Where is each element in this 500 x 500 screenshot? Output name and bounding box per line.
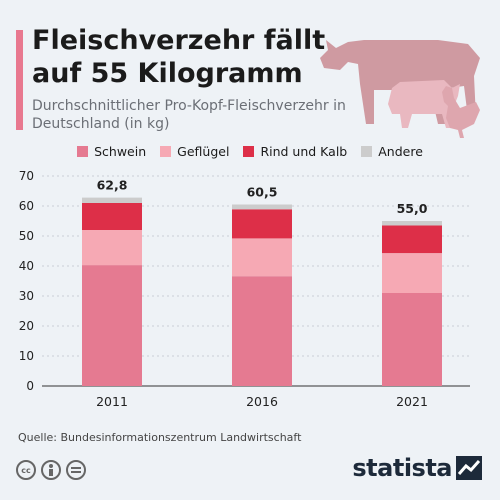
y-tick-label: 20 xyxy=(19,319,34,333)
legend-item-rind: Rind und Kalb xyxy=(243,144,347,159)
page-title: Fleischverzehr fällt auf 55 Kilogramm xyxy=(32,25,326,89)
legend-label-schwein: Schwein xyxy=(94,144,147,159)
title-accent-bar xyxy=(16,30,23,130)
bar-segment-rind-und-kalb xyxy=(382,225,442,254)
bar-total-label: 55,0 xyxy=(397,201,428,216)
x-tick-label: 2021 xyxy=(396,394,428,409)
nd-icon xyxy=(66,460,86,480)
legend-label-andere: Andere xyxy=(378,144,423,159)
y-tick-label: 70 xyxy=(19,169,34,183)
cc-icon: cc xyxy=(16,460,36,480)
legend-label-gefluegel: Geflügel xyxy=(177,144,230,159)
bar-segment-schwein xyxy=(232,276,292,386)
bar-segment-gefl-gel xyxy=(82,230,142,266)
bar-segment-schwein xyxy=(382,293,442,386)
legend-item-andere: Andere xyxy=(361,144,423,159)
y-tick-label: 30 xyxy=(19,289,34,303)
y-tick-label: 0 xyxy=(26,379,34,393)
y-tick-label: 50 xyxy=(19,229,34,243)
legend-swatch-schwein xyxy=(77,146,89,157)
bar-segment-andere xyxy=(82,197,142,203)
legend-item-gefluegel: Geflügel xyxy=(160,144,229,159)
y-tick-label: 40 xyxy=(19,259,34,273)
license-icons: cc xyxy=(16,460,86,480)
legend-swatch-andere xyxy=(361,146,373,157)
x-tick-label: 2011 xyxy=(96,394,128,409)
bar-total-label: 60,5 xyxy=(247,185,278,200)
legend-item-schwein: Schwein xyxy=(77,144,146,159)
source-note: Quelle: Bundesinformationszentrum Landwi… xyxy=(18,431,302,444)
bar-segment-gefl-gel xyxy=(232,238,292,277)
brand-name: statista xyxy=(352,454,452,482)
y-tick-label: 10 xyxy=(19,349,34,363)
bar-segment-gefl-gel xyxy=(382,253,442,293)
bar-segment-andere xyxy=(232,204,292,210)
legend-swatch-rind xyxy=(243,146,255,157)
livestock-illustration xyxy=(320,40,480,138)
x-tick-label: 2016 xyxy=(246,394,278,409)
bar-total-label: 62,8 xyxy=(97,178,128,193)
legend-label-rind: Rind und Kalb xyxy=(260,144,348,159)
page-subtitle: Durchschnittlicher Pro-Kopf-Fleischverze… xyxy=(32,98,346,132)
by-icon xyxy=(41,460,61,480)
statista-logo: statista xyxy=(352,454,482,482)
bar-segment-rind-und-kalb xyxy=(82,203,142,230)
chart-legend: Schwein Geflügel Rind und Kalb Andere xyxy=(0,144,500,159)
bar-segment-andere xyxy=(382,221,442,226)
y-tick-label: 60 xyxy=(19,199,34,213)
legend-swatch-gefluegel xyxy=(160,146,172,157)
statista-mark-icon xyxy=(456,456,482,480)
stacked-bar-chart: 0 10 20 30 40 50 60 70 62,8 2011 60,5 2016 55,0 2021 xyxy=(19,169,470,409)
bar-segment-rind-und-kalb xyxy=(232,209,292,239)
bar-segment-schwein xyxy=(82,265,142,386)
chicken-icon xyxy=(442,86,480,138)
